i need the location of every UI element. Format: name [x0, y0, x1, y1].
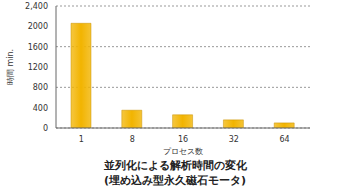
svg-text:400: 400: [33, 104, 48, 113]
svg-text:プロセス数: プロセス数: [163, 147, 203, 156]
svg-text:32: 32: [229, 135, 239, 144]
svg-text:64: 64: [280, 135, 290, 144]
svg-text:2,400: 2,400: [25, 2, 48, 11]
html-text:(埋め込み型永久磁石モータ): (埋め込み型永久磁石モータ): [104, 174, 246, 187]
svg-text:1200: 1200: [28, 63, 48, 72]
html-text:並列化による解析時間の変化: 並列化による解析時間の変化: [103, 159, 247, 172]
svg-text:0: 0: [43, 124, 48, 133]
svg-text:1: 1: [79, 135, 84, 144]
svg-text:8: 8: [130, 135, 135, 144]
svg-text:1600: 1600: [28, 43, 48, 52]
svg-text:800: 800: [33, 83, 48, 92]
svg-text:2000: 2000: [28, 22, 48, 31]
svg-text:時間 min.: 時間 min.: [8, 49, 15, 85]
svg-text:16: 16: [178, 135, 188, 144]
